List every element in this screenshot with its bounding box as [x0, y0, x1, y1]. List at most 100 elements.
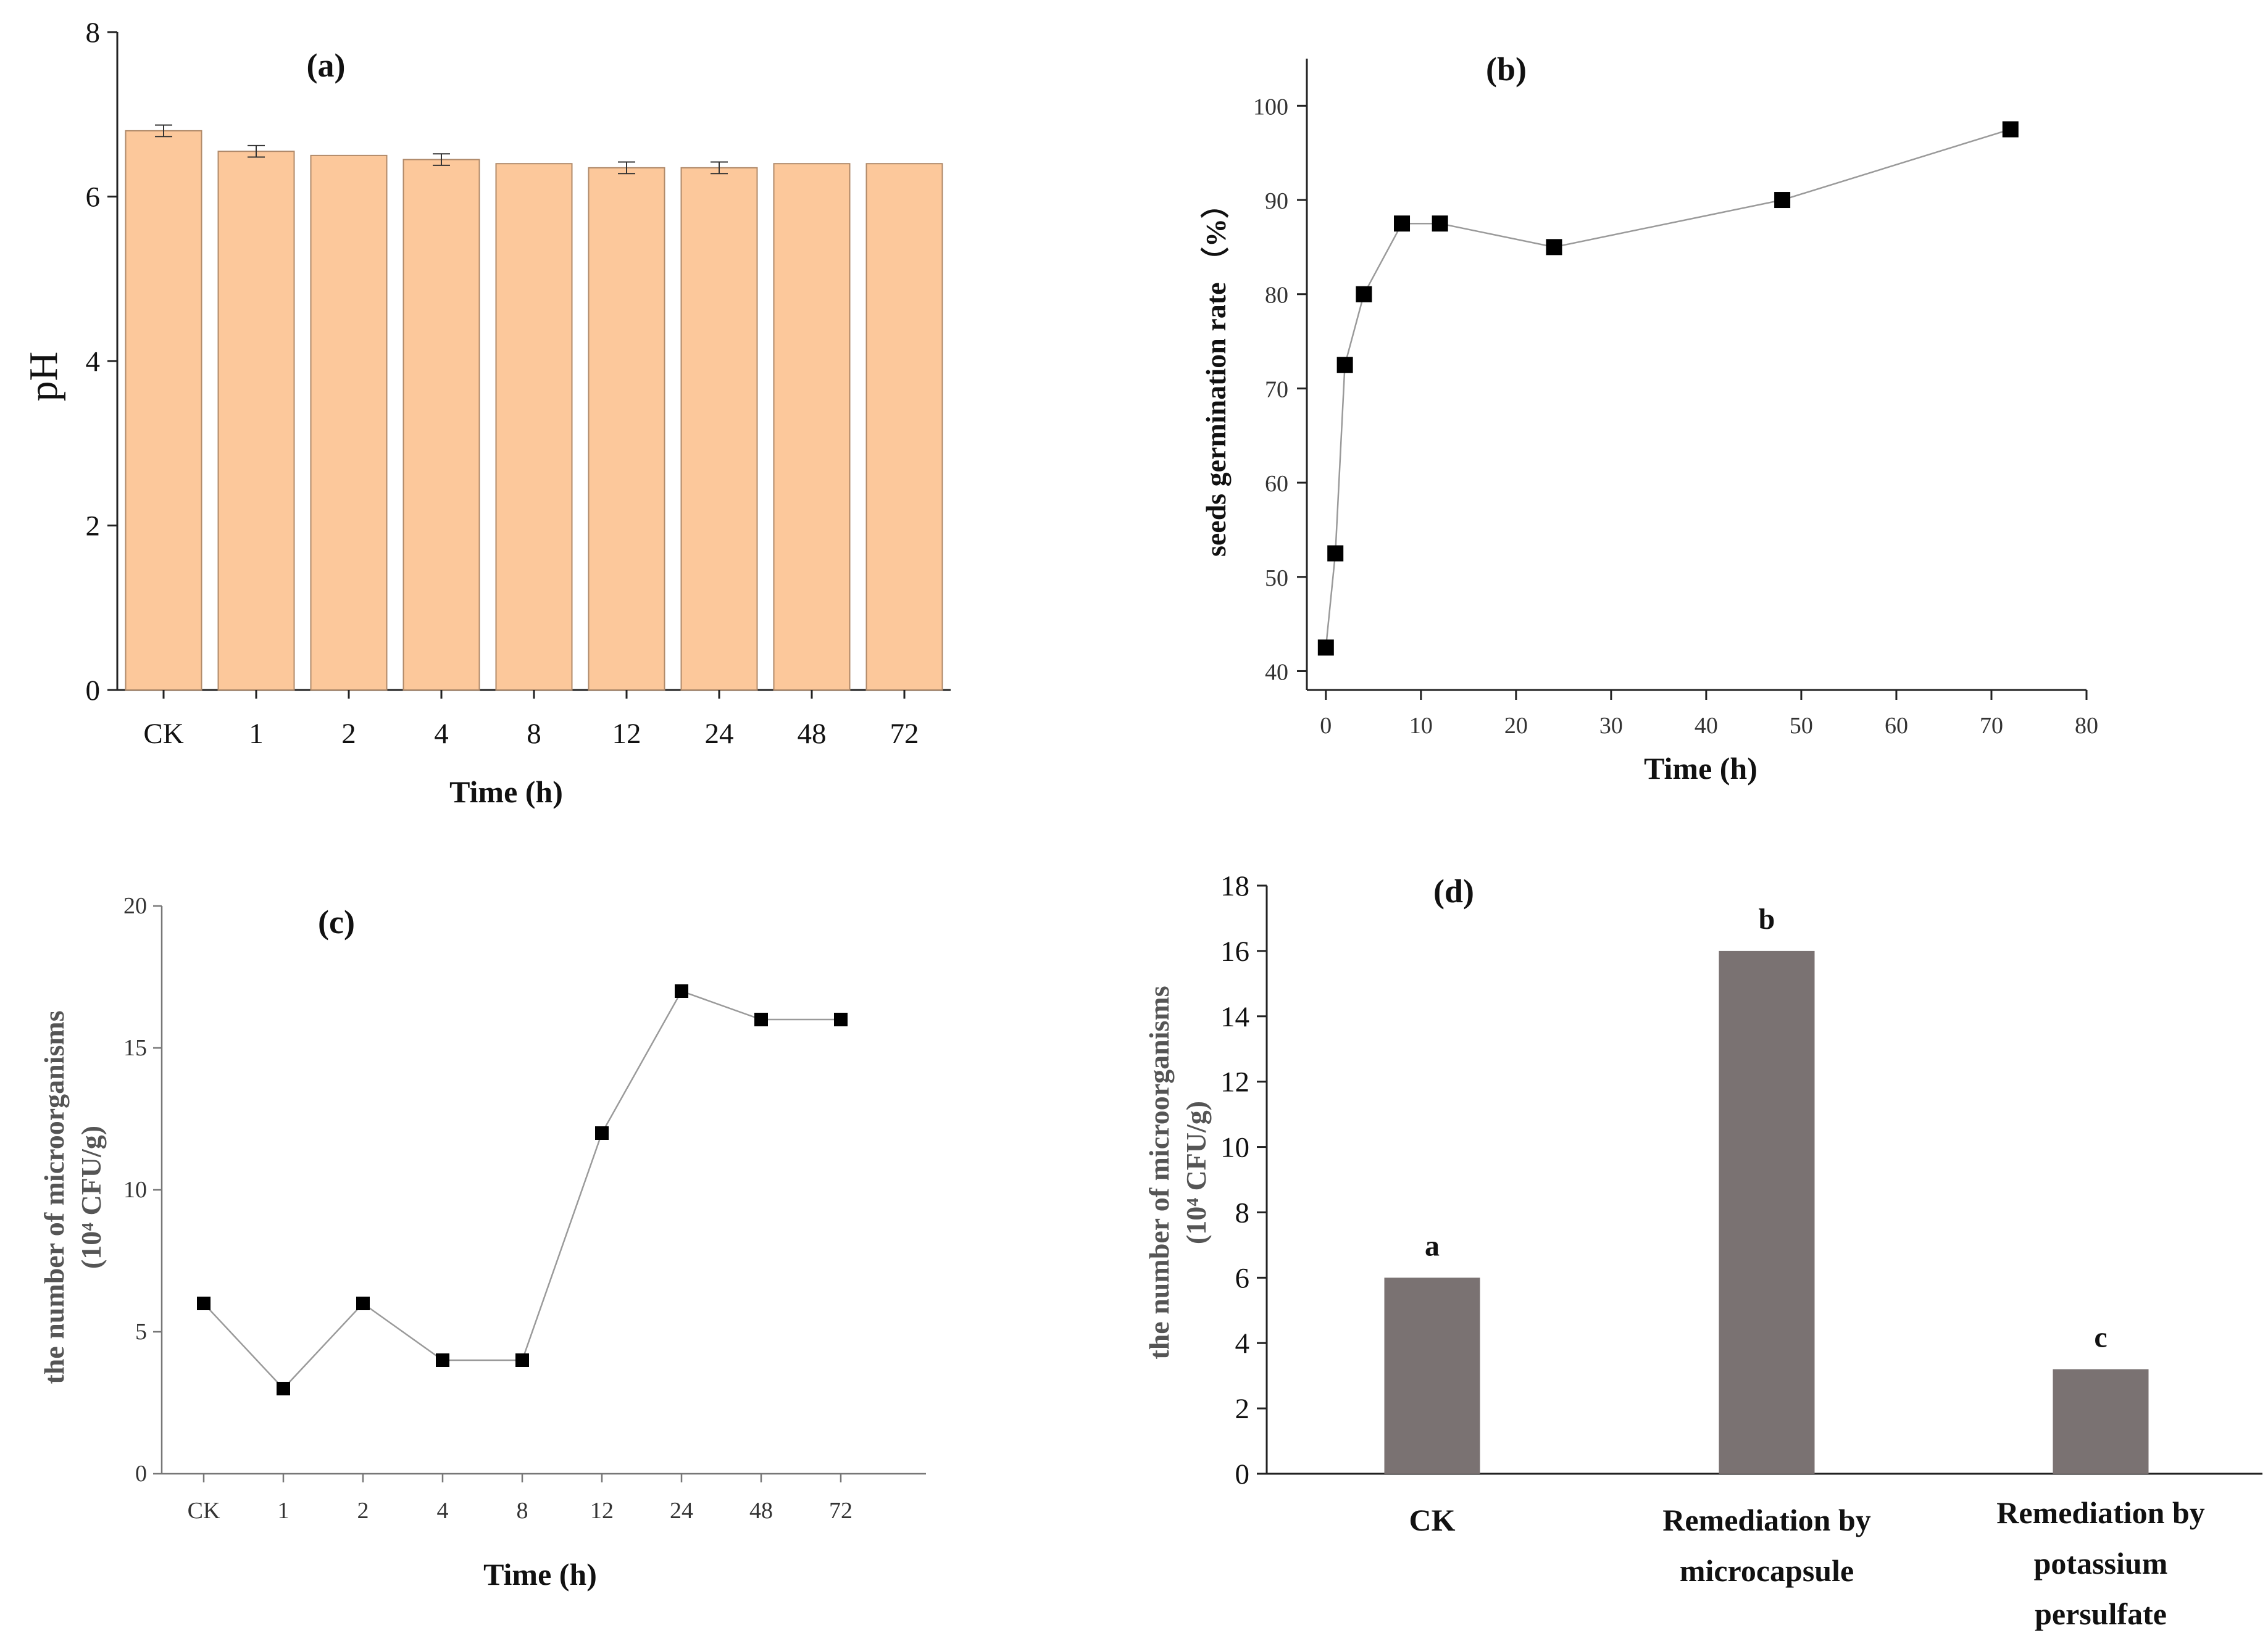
y-tick-label: 8	[1235, 1197, 1250, 1229]
x-tick-label: 8	[527, 718, 541, 750]
bar	[125, 130, 202, 691]
panel-title: (b)	[1486, 51, 1527, 88]
x-category-label: microcapsule	[1680, 1553, 1854, 1588]
x-axis-label: Time (h)	[483, 1557, 597, 1592]
y-tick-label: 70	[1265, 376, 1288, 402]
bar	[773, 163, 851, 691]
y-axis-label-units: (10⁴ CFU/g)	[75, 1126, 107, 1269]
data-point	[1336, 357, 1353, 373]
x-category-label: potassium	[2034, 1546, 2168, 1581]
x-tick-label: 24	[705, 718, 734, 750]
x-tick-label: 72	[890, 718, 919, 750]
y-axis-label: pH	[21, 352, 66, 402]
bar	[217, 151, 295, 691]
x-tick-label: 60	[1885, 713, 1908, 739]
panel-d-bar-chart: 0 2 4 6 8 10 12 14 16 18 a CK b Remediation by microca…	[1143, 870, 2262, 1631]
x-tick-label: 1	[249, 718, 264, 750]
bar	[495, 163, 573, 691]
data-point	[754, 1013, 768, 1026]
y-tick-label: 6	[1235, 1262, 1250, 1294]
x-axis-label: Time (h)	[1644, 751, 1757, 786]
x-tick-label: 30	[1599, 713, 1623, 739]
significance-letter: c	[2094, 1321, 2107, 1354]
x-tick-label: 12	[590, 1498, 614, 1524]
y-tick-label: 0	[86, 675, 101, 707]
data-point	[675, 984, 688, 998]
y-tick-label: 16	[1220, 936, 1249, 968]
y-axis-label-units: (10⁴ CFU/g)	[1180, 1101, 1212, 1244]
bar	[1384, 1277, 1480, 1474]
x-tick-label: 1	[278, 1498, 290, 1524]
y-tick-label: 0	[1235, 1458, 1250, 1490]
x-tick-label: 72	[829, 1498, 853, 1524]
y-tick-label: 12	[1220, 1066, 1249, 1099]
bar	[588, 167, 665, 691]
data-point	[1317, 639, 1334, 656]
y-tick-label: 4	[1235, 1327, 1250, 1360]
x-category-label: Remediation by	[1996, 1495, 2205, 1530]
significance-letter: b	[1759, 903, 1775, 936]
y-tick-label: 10	[123, 1177, 147, 1203]
x-tick-label: 0	[1320, 713, 1332, 739]
x-tick-label: 8	[517, 1498, 528, 1524]
y-axis-label: the number of microorganisms	[1143, 986, 1175, 1359]
x-tick-label: 10	[1409, 713, 1433, 739]
y-tick-label: 8	[86, 17, 101, 49]
y-axis-label: seeds germination rate （%）	[1200, 190, 1232, 557]
bar	[310, 154, 388, 691]
y-tick-label: 60	[1265, 471, 1288, 497]
y-axis-label: the number of microorganisms	[38, 1010, 70, 1384]
x-tick-label: 80	[2075, 713, 2098, 739]
data-point	[515, 1353, 529, 1367]
y-tick-label: 20	[123, 893, 147, 919]
x-tick-label: 2	[357, 1498, 369, 1524]
data-point	[595, 1126, 609, 1140]
y-tick-label: 50	[1265, 565, 1288, 591]
y-tick-label: 100	[1253, 94, 1288, 120]
x-category-label: CK	[1409, 1503, 1456, 1537]
panel-title: (a)	[307, 47, 346, 84]
data-point	[1327, 545, 1344, 562]
x-tick-label: 4	[437, 1498, 449, 1524]
panel-b-line-chart: 40 50 60 70 80 90 100 0 10 20 30 40 50 60 70 80 Time (h)…	[1200, 51, 2098, 786]
data-point	[197, 1297, 211, 1310]
y-tick-label: 5	[135, 1319, 147, 1345]
y-tick-label: 6	[86, 181, 101, 214]
y-tick-label: 15	[123, 1035, 147, 1061]
y-tick-label: 2	[86, 510, 101, 542]
y-tick-label: 18	[1220, 870, 1249, 902]
bar	[2053, 1369, 2149, 1474]
y-tick-label: 4	[86, 346, 101, 378]
bar	[680, 167, 758, 691]
y-tick-label: 90	[1265, 188, 1288, 214]
data-point	[1432, 215, 1448, 232]
x-category-label: persulfate	[2035, 1597, 2167, 1631]
x-tick-label: 4	[434, 718, 449, 750]
data-point	[277, 1382, 290, 1395]
y-tick-label: 0	[135, 1461, 147, 1487]
x-tick-label: CK	[143, 718, 183, 750]
x-category-label: Remediation by	[1662, 1503, 1871, 1537]
y-tick-label: 14	[1220, 1001, 1249, 1033]
data-point	[356, 1297, 370, 1310]
bar	[1719, 950, 1815, 1474]
data-point	[1394, 215, 1411, 232]
y-tick-label: 10	[1220, 1132, 1249, 1164]
series-line	[203, 990, 841, 1390]
x-tick-label: 48	[749, 1498, 773, 1524]
x-tick-label: 24	[670, 1498, 693, 1524]
significance-letter: a	[1425, 1229, 1440, 1262]
data-point	[1356, 286, 1372, 302]
panel-title: (c)	[318, 904, 355, 941]
data-point	[834, 1013, 848, 1026]
x-axis-label: Time (h)	[449, 775, 563, 809]
panel-title: (d)	[1433, 873, 1474, 910]
x-tick-label: 20	[1504, 713, 1528, 739]
y-tick-label: 40	[1265, 659, 1288, 685]
x-tick-label: 2	[341, 718, 356, 750]
bar	[402, 159, 480, 691]
x-tick-label: CK	[188, 1498, 220, 1524]
